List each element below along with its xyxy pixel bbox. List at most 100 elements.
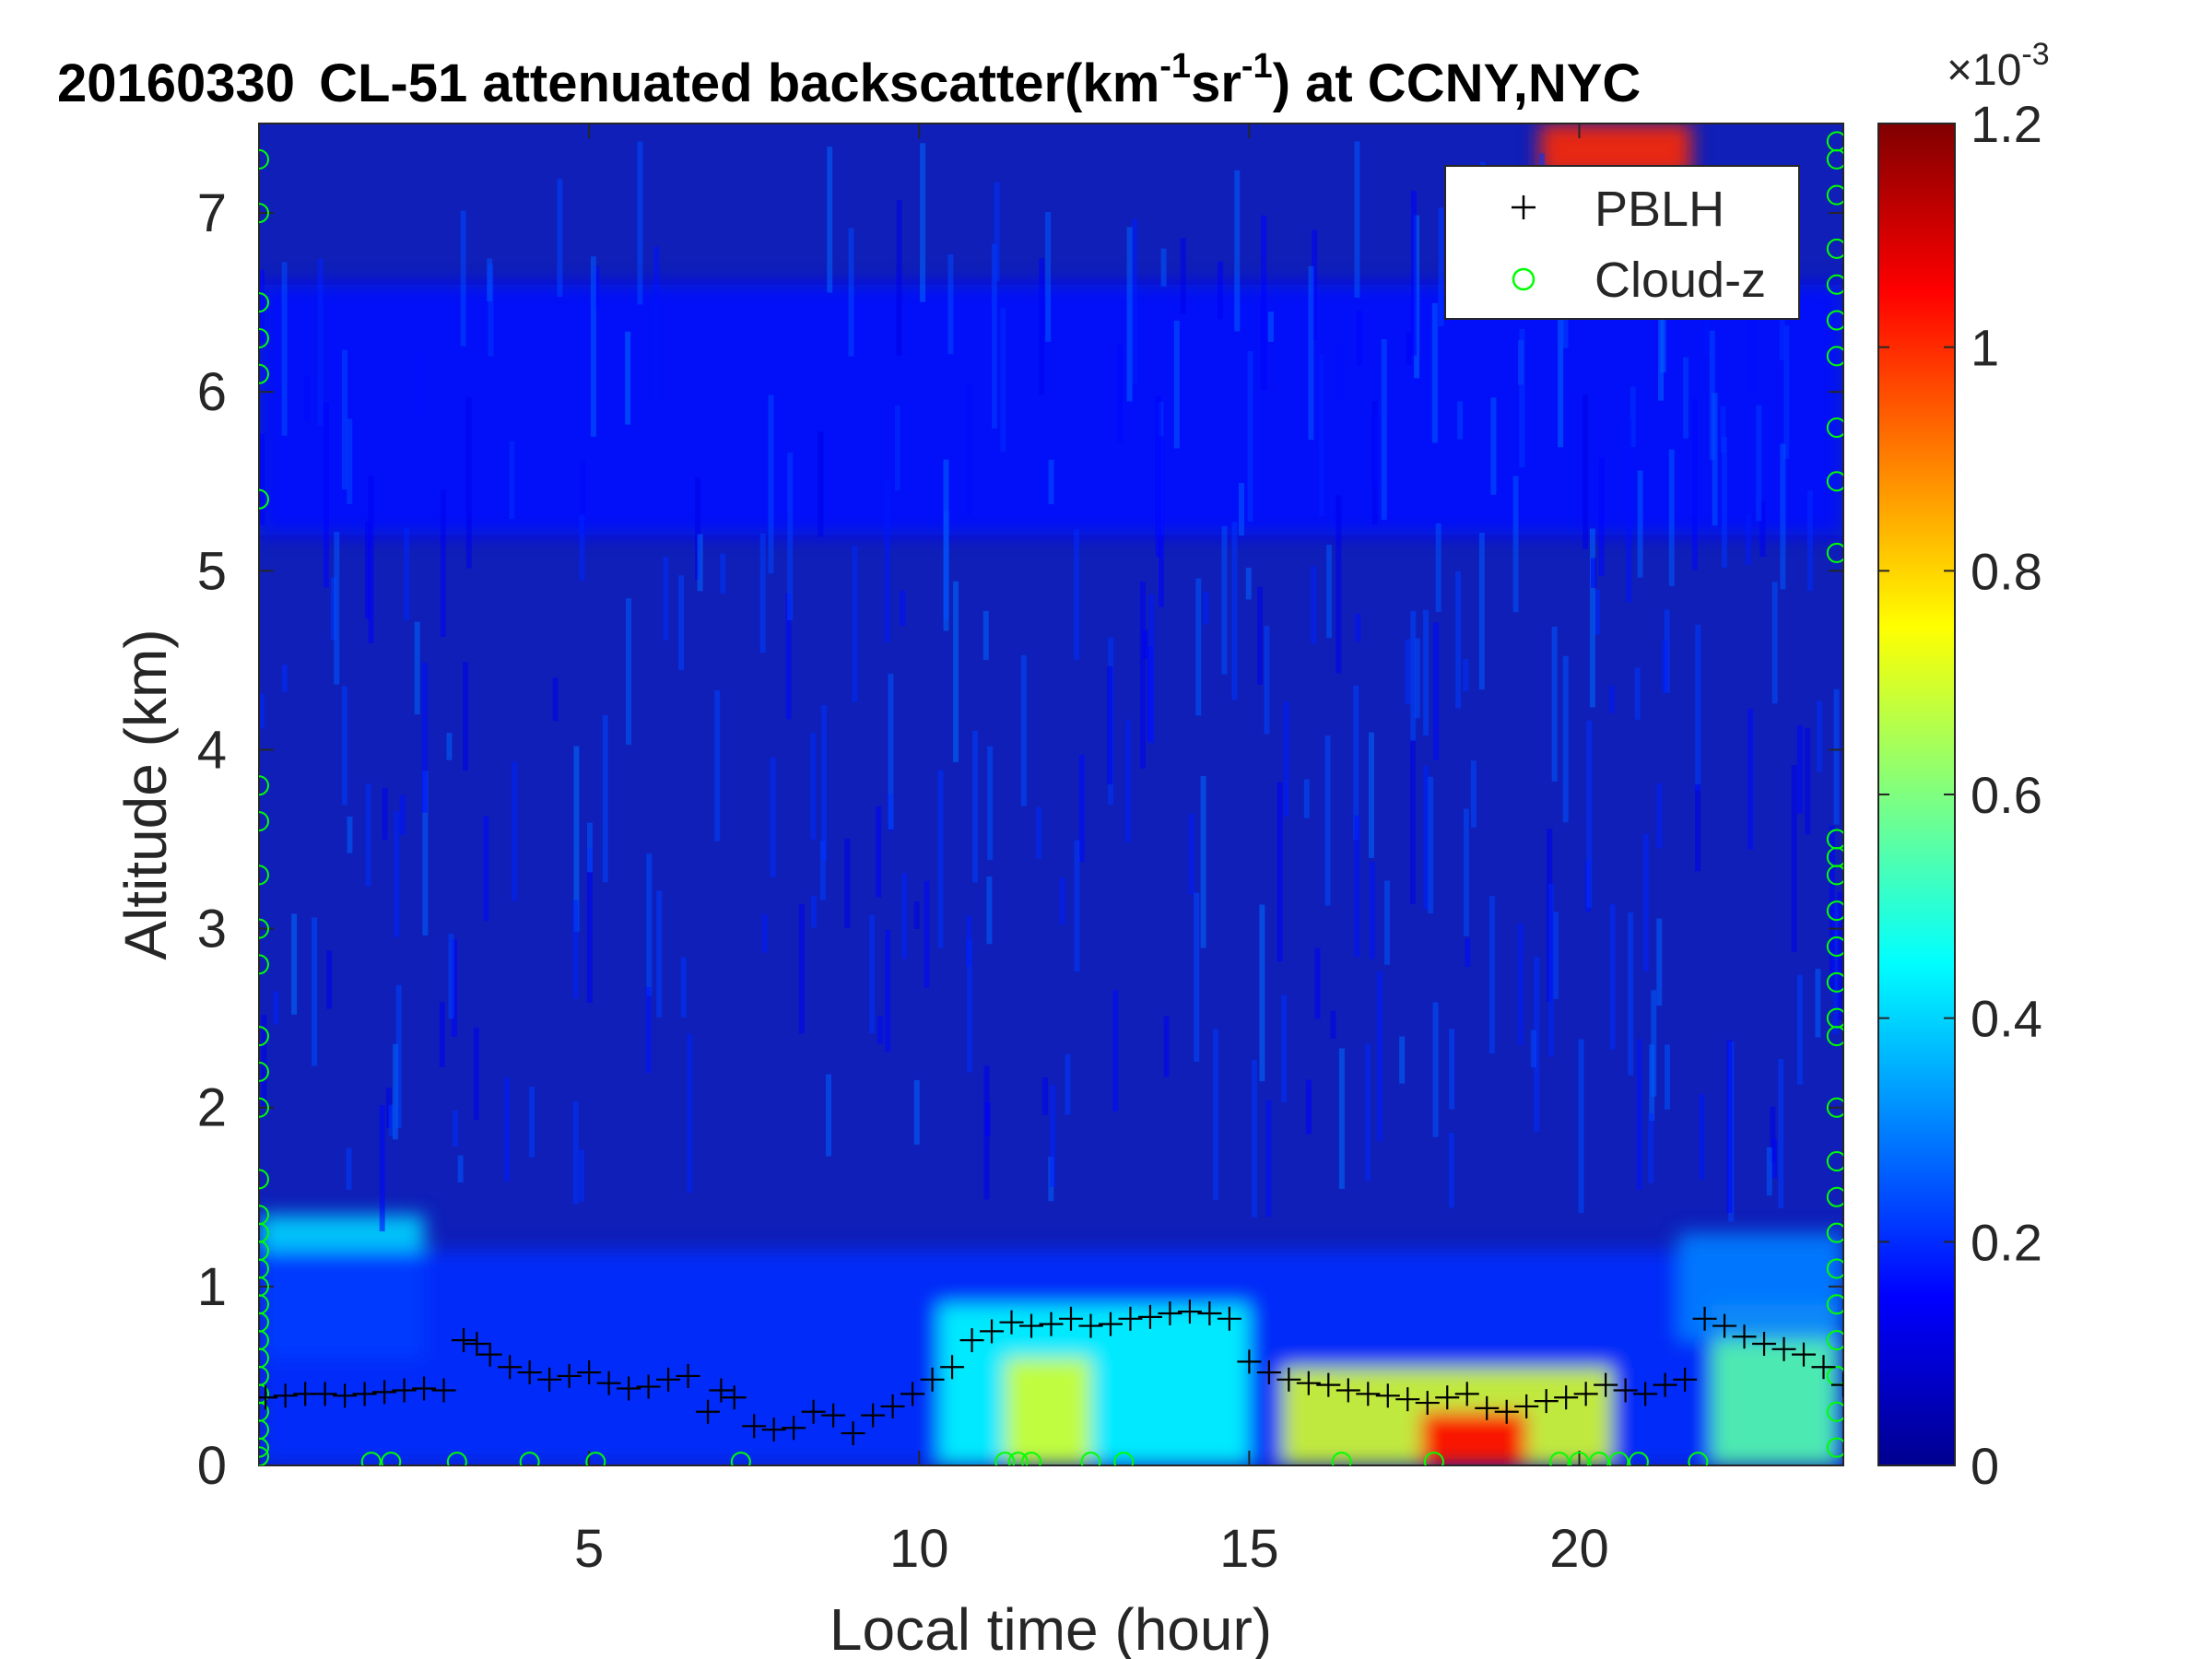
heatmap-streak [1000,308,1006,453]
heatmap-streak [1142,629,1148,659]
heatmap-streak [388,1104,394,1137]
heatmap-streak [1409,739,1416,905]
heatmap-streak [572,1101,579,1205]
pblh-point [1712,1313,1737,1338]
heatmap-streak [341,686,347,806]
pblh-point [1633,1382,1658,1406]
pblh-point [861,1403,886,1428]
heatmap-streak [1433,622,1440,760]
cloud-z-point [1826,936,1843,958]
pblh-point [1058,1306,1083,1331]
pblh-point [1137,1304,1162,1329]
y-tick-label: 2 [197,1078,227,1138]
cloud-z-point [1826,900,1843,922]
cloud-z-point [259,1205,269,1226]
heatmap-streak [913,901,920,929]
heatmap-streak [1668,449,1675,586]
heatmap-streak [1406,332,1412,366]
heatmap-streak [1373,412,1380,488]
heatmap-streak [557,179,563,298]
pblh-point [1415,1391,1440,1416]
heatmap-streak [1699,1094,1705,1181]
heatmap-streak [382,788,388,841]
heatmap-streak [787,453,794,621]
heatmap-region [1420,1411,1527,1465]
heatmap-streak [395,984,402,1129]
cloud-z-point [1331,1452,1352,1465]
title-main: CL-51 attenuated backscatter(km [319,53,1159,113]
cloud-z-point [1826,542,1843,563]
pblh-point [1554,1385,1579,1410]
heatmap-streak [1598,457,1605,577]
heatmap-streak [1312,229,1318,340]
heatmap-streak [1745,514,1751,565]
heatmap-streak [1399,1036,1406,1084]
heatmap-streak [1203,591,1209,625]
heatmap-streak [1488,896,1495,1054]
heatmap-streak [457,1155,464,1182]
heatmap-streak [678,575,685,671]
heatmap-streak [291,913,298,1015]
heatmap-streak [1534,957,1540,1132]
heatmap-streak [1833,688,1840,825]
cloud-z-point [259,363,269,384]
heatmap-streak [1414,638,1420,719]
pblh-point [821,1403,846,1428]
heatmap-streak [1712,393,1718,526]
heatmap-streak [876,806,882,898]
colorbar-tick-label: 0.6 [1971,766,2042,824]
heatmap-streak [1817,700,1823,772]
heatmap-streak [1314,947,1321,1019]
heatmap-streak [1720,406,1726,453]
heatmap-streak [1517,924,1524,1045]
heatmap-streak [982,610,989,661]
heatmap-streak [1695,783,1701,872]
pblh-point [1692,1306,1717,1331]
pblh-point [1316,1372,1341,1397]
cloud-z-point [259,488,269,510]
heatmap-streak [261,1014,267,1106]
heatmap-streak [986,876,993,945]
cloud-z-point [1826,184,1843,206]
heatmap-streak [1305,1079,1312,1135]
cloud-z-point [730,1452,751,1465]
heatmap-streak [1609,904,1616,1050]
heatmap-streak [421,663,428,813]
heatmap-streak [663,557,669,641]
cloud-z-point [259,1446,269,1465]
heatmap-streak [1155,395,1161,558]
colorbar-exponent: ×10-3 [1947,37,2050,95]
heatmap-streak [259,433,265,525]
cloud-z-point [994,1452,1016,1465]
heatmap-streak [1195,578,1202,716]
heatmap-streak [1783,325,1790,459]
heatmap-streak [463,662,469,771]
cloud-z-series [259,131,1843,1465]
colorbar-exponent-base: ×10 [1947,46,2021,95]
heatmap-streak [317,258,324,426]
cloud-z-point [1826,1401,1843,1422]
heatmap-streak [414,621,420,715]
heatmap-streak [1589,528,1595,708]
cloud-z-point [1080,1452,1101,1465]
cloud-z-point [259,1276,269,1297]
pblh-point [259,1385,278,1410]
pblh-point [1177,1300,1202,1324]
heatmap-streak [1512,476,1519,613]
cloud-z-point [259,148,269,170]
heatmap-streak [1159,436,1165,607]
heatmap-streak [1264,626,1270,735]
heatmap-region [1005,1358,1091,1465]
heatmap-streak [1662,640,1668,693]
heatmap-streak [1308,265,1314,441]
heatmap-streak [465,397,472,569]
heatmap-streak [1074,840,1080,972]
heatmap-streak [1806,490,1813,592]
heatmap-streak [1435,523,1441,612]
heatmap-streak [1036,806,1042,859]
heatmap-streak [1354,141,1360,299]
heatmap-streak [1465,937,1471,967]
heatmap-streak [1059,877,1065,925]
heatmap-streak [1045,212,1052,342]
